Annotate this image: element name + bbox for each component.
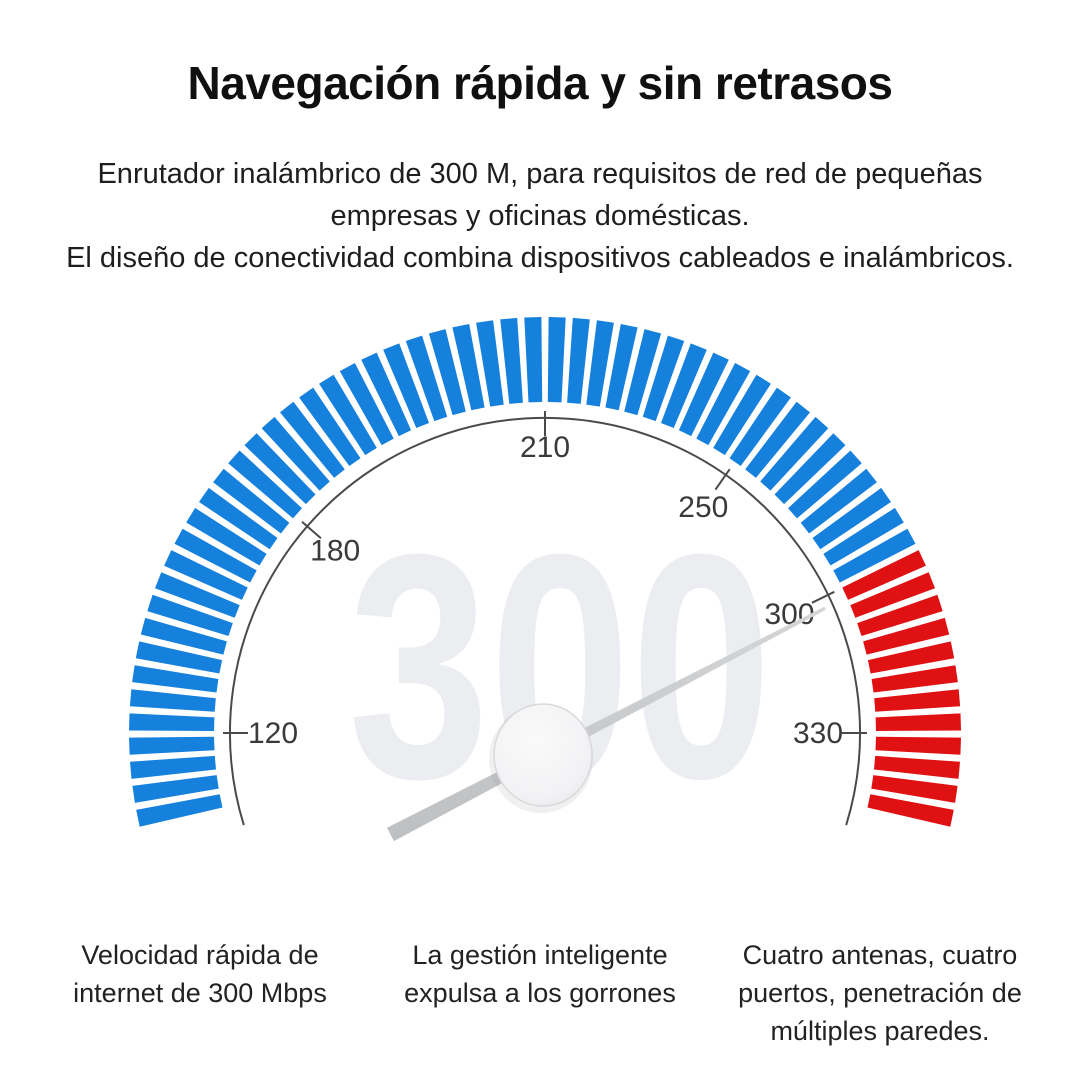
gauge-tick [452, 324, 485, 411]
gauge-tick [213, 468, 290, 534]
gauge-tick [642, 335, 685, 422]
gauge-tick [661, 343, 707, 428]
gauge-tick [129, 689, 216, 712]
gauge-tick [586, 320, 614, 407]
gauge-tick [874, 689, 961, 712]
gauge-tick [339, 363, 394, 446]
gauge-tick [624, 329, 662, 416]
gauge-tick [833, 528, 916, 583]
gauge-tick [605, 324, 638, 411]
gauge-tick [875, 713, 961, 731]
gauge-tick [155, 572, 240, 618]
gauge-tick [678, 352, 729, 437]
gauge-tick [875, 736, 961, 755]
feature-item-management: La gestión inteligente expulsa a los gor… [404, 940, 676, 1008]
gauge-tick [228, 450, 302, 519]
gauge-label-dash [714, 468, 731, 491]
gauge-tick-label: 250 [678, 491, 728, 524]
gauge-tick [857, 594, 943, 636]
gauge-tick [567, 317, 590, 404]
gauge-tick-label: 120 [248, 717, 298, 750]
gauge-tick [261, 416, 330, 491]
gauge-tick [788, 450, 862, 519]
gauge-tick [428, 329, 466, 416]
gauge-tick [186, 507, 267, 566]
gauge-tick [774, 433, 846, 505]
gauge-tick [136, 794, 223, 827]
gauge-tick [524, 317, 543, 403]
feature-list: Velocidad rápida de internet de 300 Mbps… [30, 936, 1050, 1050]
gauge-tick [199, 487, 278, 550]
gauge-tick [871, 775, 958, 803]
needle-hub [493, 703, 593, 807]
gauge-tick [713, 374, 771, 456]
gauge-tick [132, 775, 219, 803]
gauge-tick [874, 755, 960, 779]
gauge-tick [863, 617, 950, 655]
gauge-tick [147, 594, 233, 636]
gauge-label-dash [301, 520, 322, 539]
gauge-tick [867, 641, 955, 674]
gauge-tick [299, 387, 361, 466]
gauge-ticks [129, 317, 961, 827]
gauge-tick [319, 374, 377, 456]
gauge-tick [280, 401, 345, 478]
gauge-tick [476, 320, 504, 407]
gauge-tick-label: 180 [310, 535, 360, 568]
gauge-tick [132, 665, 219, 693]
gauge-tick [729, 387, 791, 466]
gauge-tick-label: 330 [793, 717, 843, 750]
gauge-tick [140, 617, 227, 655]
feature-item-speed: Velocidad rápida de internet de 300 Mbps [73, 940, 327, 1008]
needle [387, 606, 826, 842]
gauge-tick [383, 343, 429, 428]
gauge-tick [361, 352, 412, 437]
gauge-tick [800, 468, 877, 534]
gauge-tick [745, 401, 810, 478]
page-title: Navegación rápida y sin retrasos [187, 57, 893, 109]
gauge-tick-label: 210 [520, 431, 570, 464]
gauge-tick [405, 335, 448, 422]
gauge-tick [760, 416, 829, 491]
gauge-tick [842, 550, 926, 600]
subtitle: Enrutador inalámbrico de 300 M, para req… [66, 158, 1014, 274]
gauge-needle-group [387, 606, 826, 842]
gauge-tick [850, 572, 935, 618]
gauge-tick [164, 550, 248, 600]
feature-item-antennas: Cuatro antenas, cuatro puertos, penetrac… [738, 940, 1022, 1046]
gauge-tick [867, 794, 954, 827]
gauge-tick [871, 665, 958, 693]
gauge-label-dash [811, 590, 835, 604]
gauge-tick [135, 641, 223, 674]
gauge-tick [812, 487, 891, 550]
gauge-tick [244, 433, 316, 505]
gauge-tick [130, 755, 216, 779]
gauge-tick [174, 528, 257, 583]
gauge-tick [547, 317, 566, 403]
gauge-tick [696, 363, 751, 446]
gauge-tick [823, 507, 904, 566]
gauge-tick [129, 713, 215, 731]
gauge-tick [500, 317, 523, 404]
gauge-tick [129, 736, 215, 755]
